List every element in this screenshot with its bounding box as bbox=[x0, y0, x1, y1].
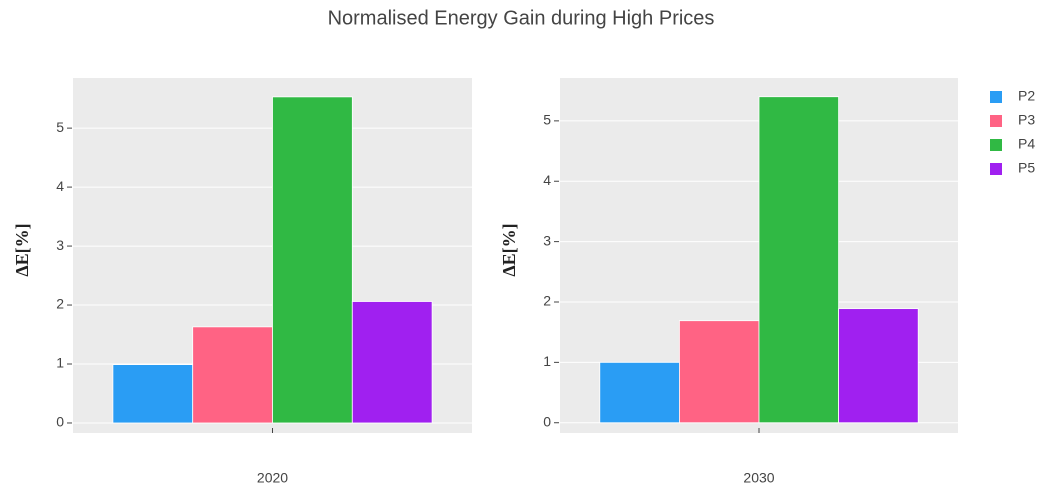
y-tick-label: 4 bbox=[543, 172, 551, 188]
y-tick-label: 1 bbox=[56, 355, 64, 371]
y-tick-label: 2 bbox=[56, 296, 64, 312]
y-axis-title: ΔE[%] bbox=[499, 223, 519, 276]
y-tick-label: 1 bbox=[543, 353, 551, 369]
legend-swatch bbox=[990, 139, 1002, 151]
y-tick-label: 3 bbox=[56, 237, 64, 253]
y-tick-label: 0 bbox=[543, 413, 551, 429]
bar bbox=[272, 96, 353, 424]
bar bbox=[679, 320, 760, 424]
bar bbox=[351, 301, 433, 424]
legend-swatch bbox=[990, 115, 1002, 127]
y-tick-label: 5 bbox=[56, 119, 64, 135]
bar bbox=[192, 326, 273, 424]
bar bbox=[112, 364, 194, 424]
legend-label: P3 bbox=[1018, 112, 1035, 128]
bar bbox=[838, 308, 919, 424]
x-tick-label: 2030 bbox=[743, 470, 774, 486]
legend-label: P4 bbox=[1018, 136, 1035, 152]
x-tick-label: 2020 bbox=[257, 470, 288, 486]
y-tick-label: 0 bbox=[56, 414, 64, 430]
y-axis-title: ΔE[%] bbox=[12, 223, 32, 276]
legend-swatch bbox=[990, 91, 1002, 103]
bar bbox=[758, 96, 839, 424]
y-tick-label: 5 bbox=[543, 112, 551, 128]
legend-label: P2 bbox=[1018, 88, 1035, 104]
y-tick-label: 3 bbox=[543, 232, 551, 248]
y-tick-label: 2 bbox=[543, 293, 551, 309]
legend-swatch bbox=[990, 163, 1002, 175]
bar bbox=[599, 361, 680, 424]
y-tick-label: 4 bbox=[56, 178, 64, 194]
chart-title: Normalised Energy Gain during High Price… bbox=[328, 7, 715, 29]
legend-label: P5 bbox=[1018, 160, 1035, 176]
